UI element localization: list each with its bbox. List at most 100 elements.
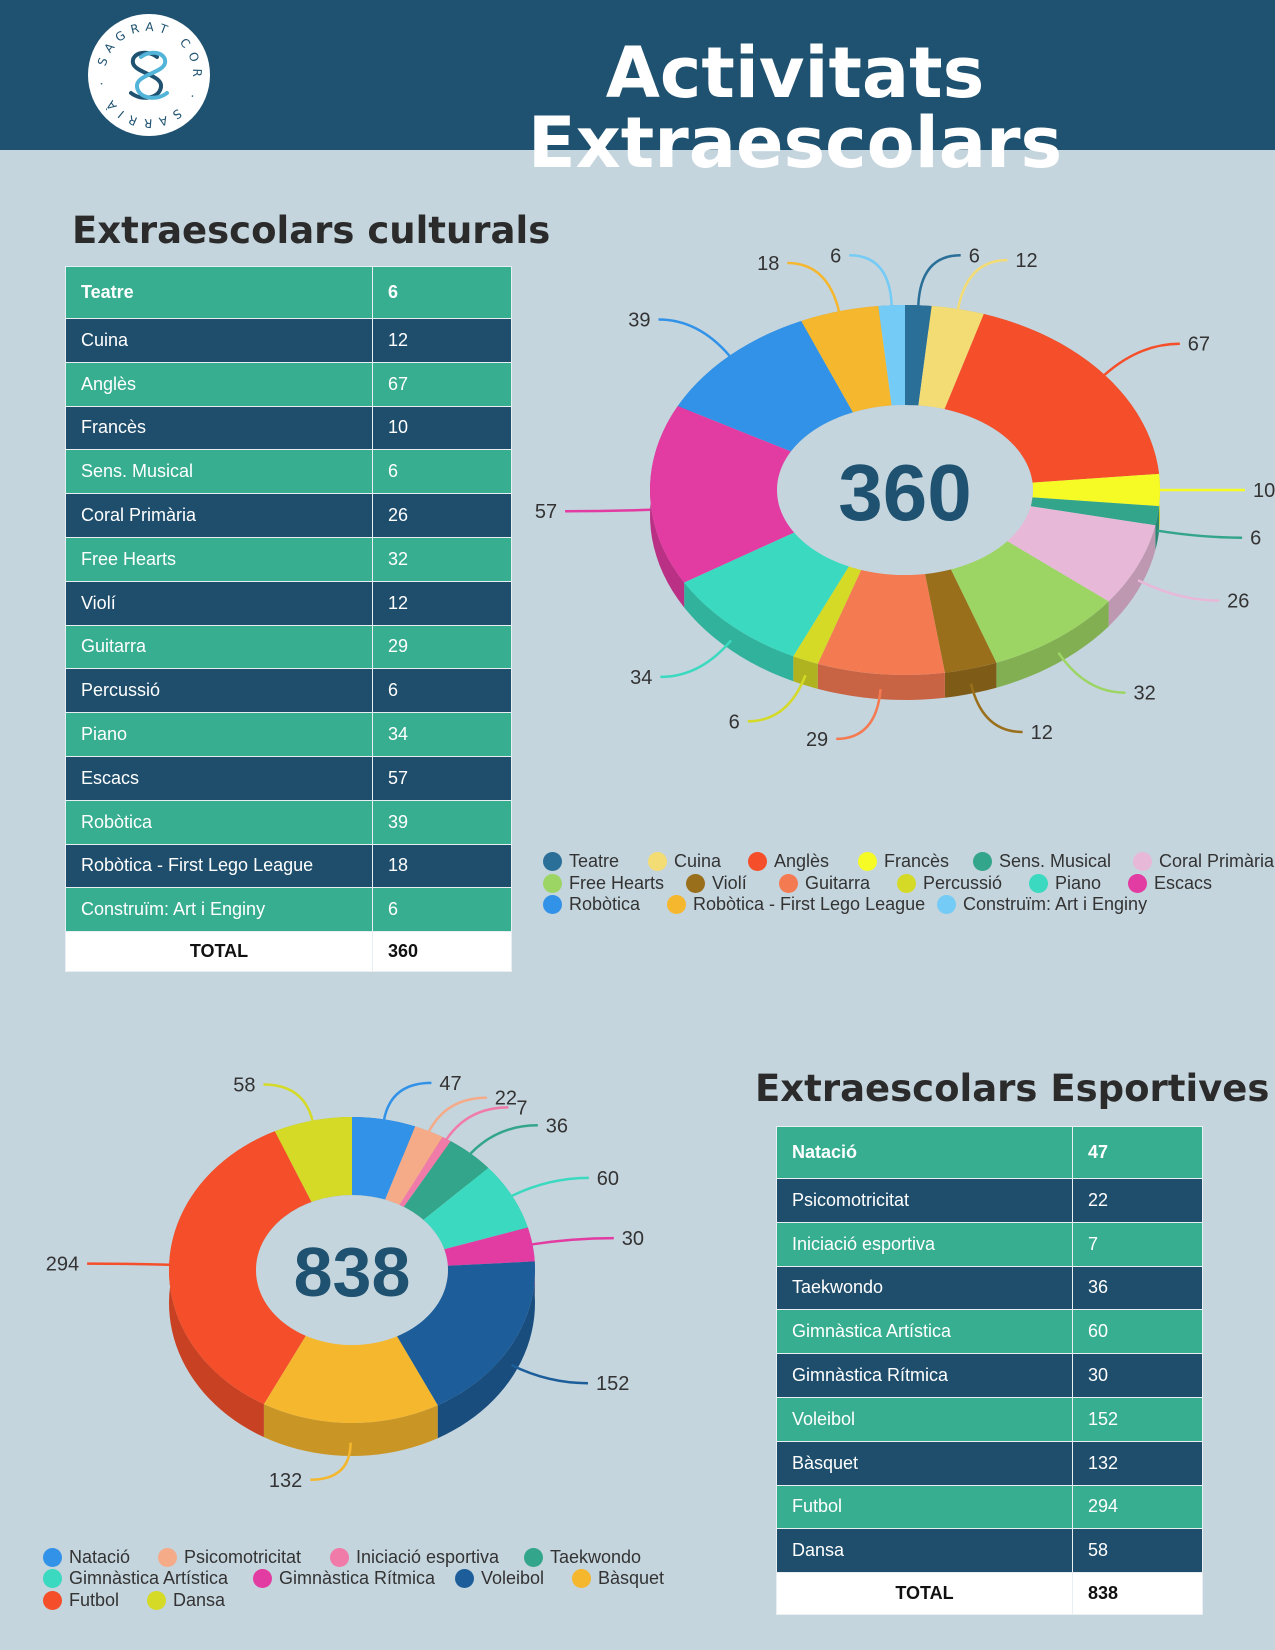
slice-inner-robotica-first-lego-league [852, 405, 892, 438]
total-label: TOTAL [776, 1572, 1073, 1616]
slice-inner-taekwondo [403, 1206, 424, 1253]
legend-label: Iniciació esportiva [356, 1547, 500, 1567]
slice-side-teatre [905, 305, 932, 332]
data-label-teatre: 6 [969, 245, 980, 267]
slice-side-coral-primaria [1108, 525, 1156, 627]
center-total-label: 360 [838, 448, 971, 537]
slice-side-dansa [274, 1117, 352, 1165]
legend-swatch [973, 852, 992, 871]
legend-item-basquet: Bàsquet [572, 1568, 664, 1589]
slice-side-voleibol [437, 1261, 535, 1439]
table-row: Escacs 57 [65, 755, 512, 801]
table-row: Dansa 58 [776, 1528, 1203, 1574]
slice-inner-angles [944, 409, 1033, 508]
slice-side-cuina [931, 306, 984, 340]
leader-line [969, 683, 1023, 734]
legend-label: Guitarra [805, 873, 871, 893]
slice-inner-basquet [305, 1335, 397, 1378]
legend-item-iniciacio-esportiva: Iniciació esportiva [330, 1547, 499, 1568]
data-label-free-hearts: 32 [1134, 683, 1156, 705]
leader-line [445, 1106, 509, 1140]
table-row: Gimnàstica Rítmica 30 [776, 1353, 1203, 1398]
leader-line [787, 261, 841, 312]
activity-count: 6 [372, 449, 512, 495]
legend-label: Voleibol [481, 1568, 545, 1588]
slice-side-robotica-first-lego-league [801, 306, 879, 346]
slice-side-futbol [169, 1131, 275, 1438]
donut-hole [777, 430, 1033, 600]
slice-side-percussio [793, 656, 818, 689]
slice-side-angles [983, 314, 1160, 499]
activity-name: Dansa [776, 1528, 1073, 1574]
legend-swatch [858, 852, 877, 871]
data-label-percussio: 6 [729, 711, 740, 733]
activity-name: Psicomotricitat [776, 1178, 1073, 1223]
slice-angles [944, 314, 1160, 483]
slice-side-robotica [677, 320, 802, 432]
leader-line [658, 318, 731, 357]
leader-line [1057, 652, 1126, 694]
sports-section-title: Extraescolars Esportives [755, 1067, 1270, 1110]
legend-label: Robòtica [569, 894, 641, 914]
table-row: Cuina 12 [65, 318, 512, 363]
leader-line [836, 688, 882, 741]
activity-count: 60 [1072, 1309, 1203, 1355]
leader-line [1103, 342, 1180, 376]
activity-name: Percussió [65, 668, 373, 714]
legend-label: Dansa [173, 1590, 226, 1610]
activity-count: 12 [372, 580, 512, 626]
table-row: Sens. Musical 6 [65, 449, 512, 495]
legend-item-percussio: Percussió [897, 873, 1002, 894]
data-label-gimnastica-artistica: 60 [597, 1168, 619, 1190]
legend-label: Gimnàstica Artística [69, 1568, 229, 1588]
slice-side-frances [1159, 473, 1160, 532]
slice-side-piano [684, 582, 794, 682]
slice-inner-guitarra [861, 569, 926, 600]
legend-swatch [43, 1569, 62, 1588]
slice-inner-psicomotricitat [385, 1199, 400, 1238]
legend-item-gimnastica-artistica: Gimnàstica Artística [43, 1568, 228, 1589]
data-label-cuina: 12 [1015, 250, 1037, 272]
legend-label: Francès [884, 851, 950, 871]
leader-line [263, 1083, 314, 1121]
total-label: TOTAL [65, 931, 373, 973]
data-label-coral-primaria: 26 [1227, 591, 1249, 613]
slice-inner-cuina [918, 405, 945, 435]
data-label-sens-musical: 6 [1250, 528, 1261, 550]
slice-piano [684, 532, 849, 657]
table-row: Voleibol 152 [776, 1396, 1203, 1442]
leader-line [532, 1236, 614, 1246]
slice-inner-voleibol [396, 1265, 448, 1370]
activity-count: 26 [372, 493, 512, 538]
slice-violi [925, 569, 997, 673]
slice-taekwondo [403, 1141, 489, 1220]
activity-count: 6 [372, 887, 512, 933]
activity-count: 6 [372, 266, 512, 319]
leader-line [427, 1096, 487, 1132]
data-label-robotica-first-lego-league: 18 [757, 253, 779, 275]
data-label-piano: 34 [630, 667, 652, 689]
activity-name: Francès [65, 405, 373, 451]
legend-swatch [897, 874, 916, 893]
slice-side-taekwondo [450, 1141, 489, 1201]
slice-inner-futbol [256, 1201, 312, 1369]
slice-gimnastica-artistica [423, 1167, 528, 1250]
leader-line [565, 508, 651, 513]
leader-line [511, 1176, 589, 1197]
slice-gimnastica-ritmica [444, 1227, 535, 1266]
data-label-guitarra: 29 [806, 729, 828, 751]
activity-name: Violí [65, 580, 373, 626]
center-total-label: 838 [294, 1233, 411, 1311]
activity-name: Escacs [65, 755, 373, 801]
legend-swatch [1128, 874, 1147, 893]
total-row: TOTAL 360 [65, 931, 512, 973]
slice-inner-gimnastica-artistica [423, 1219, 445, 1283]
activity-name: Iniciació esportiva [776, 1221, 1073, 1267]
slice-inner-teatre [905, 405, 919, 431]
leader-line [1137, 579, 1220, 602]
data-label-futbol: 294 [46, 1254, 79, 1276]
legend-item-violi: Violí [686, 873, 747, 894]
slice-side-free-hearts [996, 601, 1109, 688]
activity-name: Futbol [776, 1484, 1073, 1530]
leader-line [956, 258, 1008, 310]
